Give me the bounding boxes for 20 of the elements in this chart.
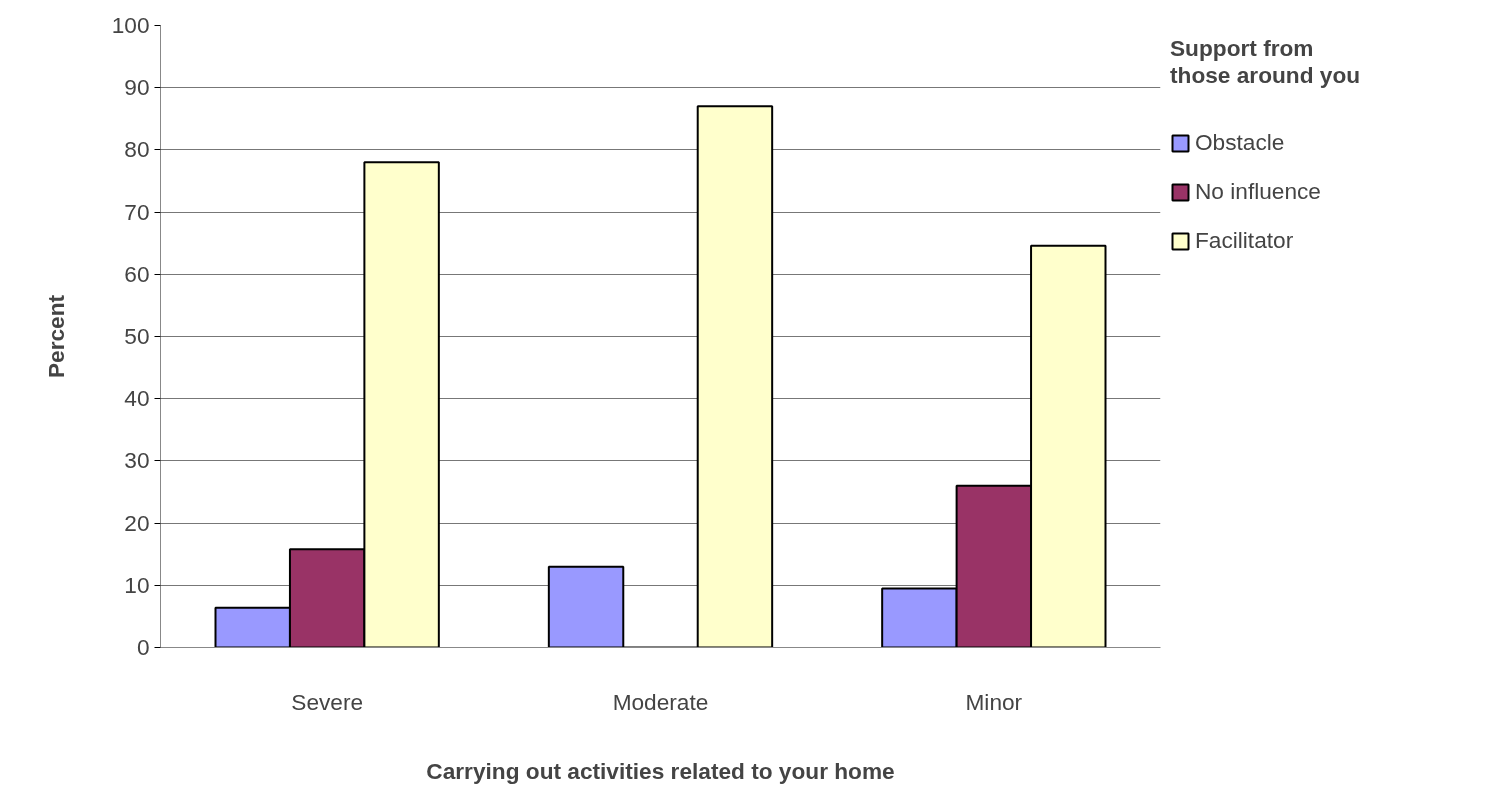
y-tick-label: 0 (136, 634, 150, 660)
x-axis-title: Carrying out activities related to your home (426, 757, 895, 784)
y-tick-label: 30 (124, 447, 150, 474)
y-tick-label: 70 (124, 198, 150, 225)
x-tick-label: Minor (965, 688, 1023, 715)
y-tick-label: 40 (124, 385, 150, 412)
legend-label: No influence (1195, 178, 1321, 205)
y-tick-label: 50 (124, 323, 150, 349)
y-axis-title: Percent (42, 294, 69, 379)
legend-label: Obstacle (1195, 129, 1285, 156)
x-tick-label: Severe (291, 688, 364, 715)
y-tick-label: 80 (124, 136, 150, 163)
y-tick-label: 20 (124, 509, 150, 536)
y-tick-label: 60 (124, 260, 150, 287)
y-tick-label: 10 (124, 571, 150, 598)
x-tick-label: Moderate (612, 688, 709, 715)
legend-label: Facilitator (1195, 227, 1294, 254)
y-tick-label: 90 (124, 74, 150, 101)
legend-title: Support from those around you (1170, 35, 1361, 89)
y-tick-label: 100 (111, 12, 150, 38)
